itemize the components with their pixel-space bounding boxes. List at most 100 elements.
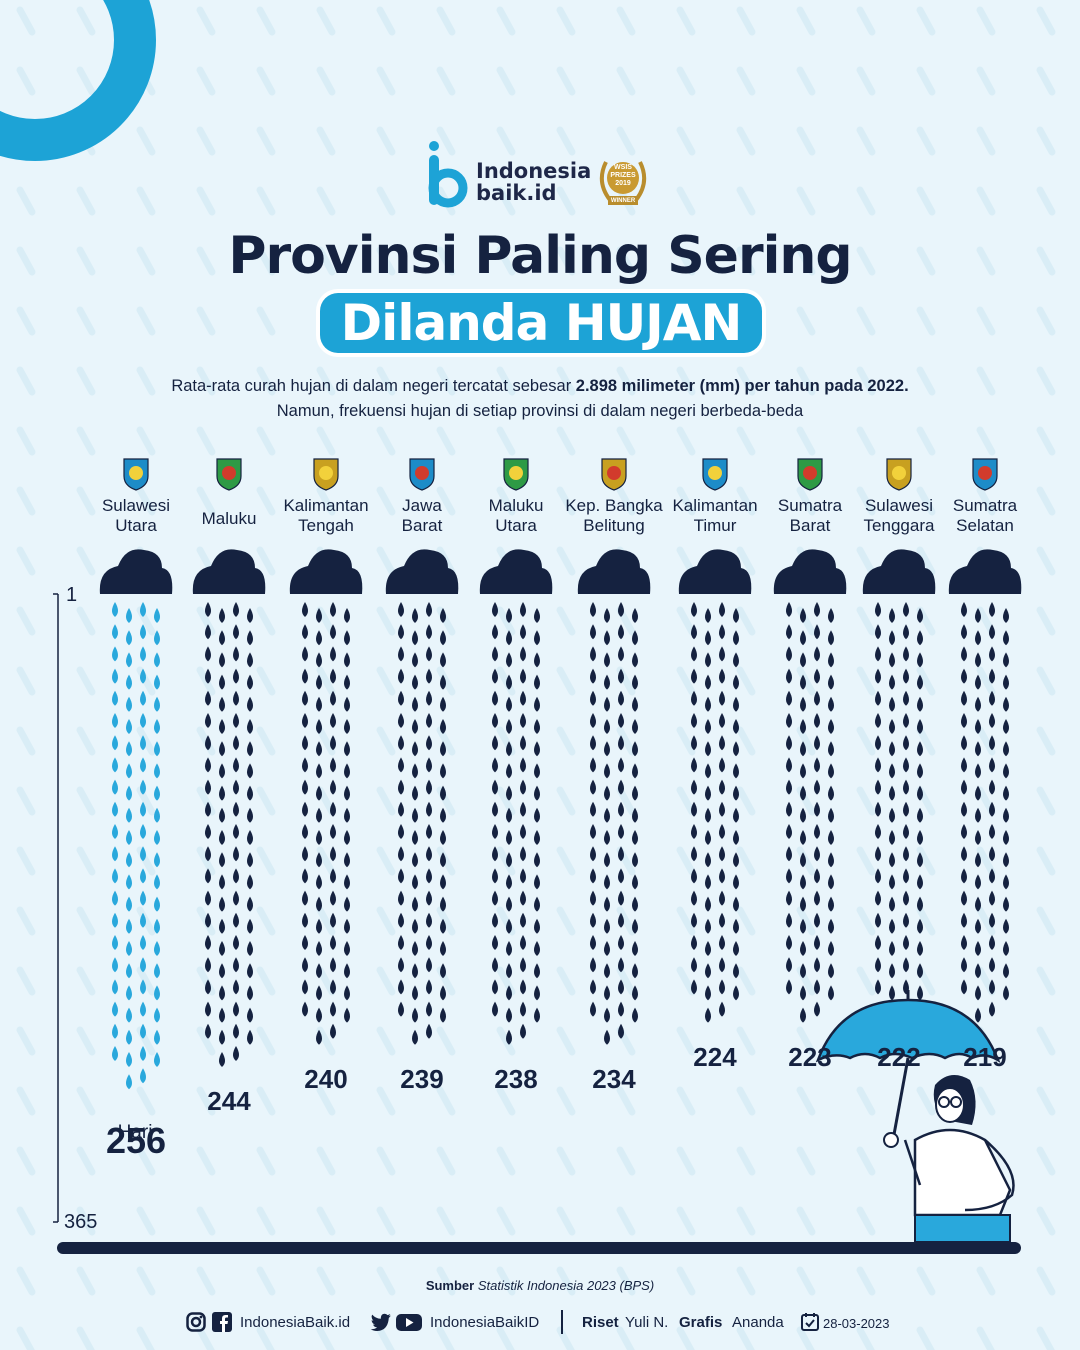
- rain-drop: [989, 912, 995, 928]
- rain-drop: [233, 868, 239, 884]
- rain-drop: [975, 608, 981, 623]
- rain-drop: [344, 896, 350, 912]
- rain-drop: [233, 957, 239, 973]
- rain-drop: [398, 801, 404, 817]
- category-label-line: Barat: [789, 516, 831, 535]
- rain-drop: [604, 674, 610, 690]
- rain-drop: [975, 696, 981, 712]
- rain-drop: [233, 690, 239, 706]
- province-emblem-icon: [797, 458, 823, 491]
- rain-drop: [219, 963, 225, 979]
- rain-drop: [426, 646, 432, 662]
- rain-drop: [733, 896, 739, 912]
- rain-drop: [534, 985, 540, 1001]
- category-label: Sulawesi Tenggara: [849, 496, 949, 536]
- rain-drop: [492, 979, 498, 995]
- rain-drop: [247, 763, 253, 779]
- rain-drop: [989, 713, 995, 728]
- rain-drop: [412, 985, 418, 1001]
- rain-drop: [828, 674, 834, 690]
- rain-drop: [492, 624, 498, 640]
- rain-drop: [632, 785, 638, 801]
- rain-drop: [917, 941, 923, 956]
- source-text: Statistik Indonesia 2023 (BPS): [477, 1278, 655, 1293]
- rain-drop: [534, 963, 540, 979]
- social-handle-1[interactable]: IndonesiaBaik.id: [240, 1314, 351, 1331]
- rain-drop: [219, 630, 225, 646]
- rain-drop: [719, 935, 725, 950]
- rain-drop: [975, 874, 981, 890]
- rain-drop: [989, 757, 995, 773]
- rain-drop: [800, 807, 806, 823]
- rain-drop: [412, 830, 418, 845]
- rain-drop: [233, 1046, 239, 1061]
- rain-drop: [618, 824, 624, 839]
- rain-drop: [705, 785, 711, 801]
- rain-drop: [520, 735, 526, 751]
- rain-drop: [205, 979, 211, 995]
- rain-drop: [302, 912, 308, 928]
- rain-drop: [800, 741, 806, 757]
- facebook-icon[interactable]: [212, 1312, 232, 1332]
- rain-drop: [1003, 830, 1009, 845]
- rain-drop: [719, 846, 725, 862]
- rain-drop: [875, 868, 881, 884]
- rain-drop: [875, 602, 881, 617]
- intro-text: Rata-rata curah hujan di dalam negeri te…: [0, 374, 1080, 424]
- rain-drop: [492, 779, 498, 795]
- rain-drop: [590, 779, 596, 795]
- rain-drop: [112, 624, 118, 640]
- rain-drop: [520, 912, 526, 928]
- rain-drop: [786, 801, 792, 817]
- rain-drop: [691, 957, 697, 973]
- rain-drop: [205, 1023, 211, 1039]
- rain-drop: [330, 979, 336, 995]
- instagram-icon[interactable]: [186, 1312, 206, 1332]
- rain-drop: [733, 674, 739, 690]
- youtube-icon[interactable]: [396, 1312, 422, 1332]
- rain-drop: [828, 852, 834, 868]
- rain-drop: [733, 630, 739, 646]
- rain-drop: [426, 690, 432, 706]
- rain-drop: [330, 779, 336, 795]
- rain-drop: [534, 830, 540, 845]
- rain-drop: [903, 735, 909, 751]
- rain-drop: [828, 807, 834, 823]
- rain-drop: [1003, 807, 1009, 823]
- rain-drop: [154, 652, 160, 668]
- social-handle-2[interactable]: IndonesiaBaikID: [430, 1314, 540, 1331]
- rain-drop: [233, 757, 239, 773]
- rain-drop: [632, 896, 638, 912]
- rain-drop: [247, 941, 253, 956]
- rain-drop: [691, 824, 697, 839]
- rain-drop: [520, 957, 526, 973]
- rain-drop: [126, 918, 132, 934]
- rain-drop: [140, 935, 146, 950]
- rain-drop: [302, 779, 308, 795]
- rain-drop: [440, 696, 446, 712]
- rain-drop: [492, 1001, 498, 1017]
- rain-drop: [344, 763, 350, 779]
- rain-drop: [440, 719, 446, 734]
- rain-drop: [302, 801, 308, 817]
- rain-drop: [154, 963, 160, 979]
- rain-drop: [426, 624, 432, 640]
- rain-drop: [618, 957, 624, 973]
- rain-drop: [330, 890, 336, 906]
- rain-drop: [316, 608, 322, 623]
- rain-drop: [961, 957, 967, 973]
- category-label-line: Tenggara: [863, 516, 935, 535]
- province-emblem-icon: [886, 458, 912, 491]
- rain-drop: [604, 918, 610, 934]
- rain-drop: [219, 608, 225, 623]
- rain-drop: [205, 846, 211, 862]
- twitter-icon[interactable]: [370, 1312, 392, 1332]
- rain-drop: [492, 957, 498, 973]
- rain-drop: [989, 1001, 995, 1017]
- rain-drop: [412, 630, 418, 646]
- rain-drop: [398, 846, 404, 862]
- rain-drop: [126, 1074, 132, 1090]
- rain-drop: [154, 918, 160, 934]
- rain-drop: [344, 696, 350, 712]
- rain-drop: [691, 735, 697, 751]
